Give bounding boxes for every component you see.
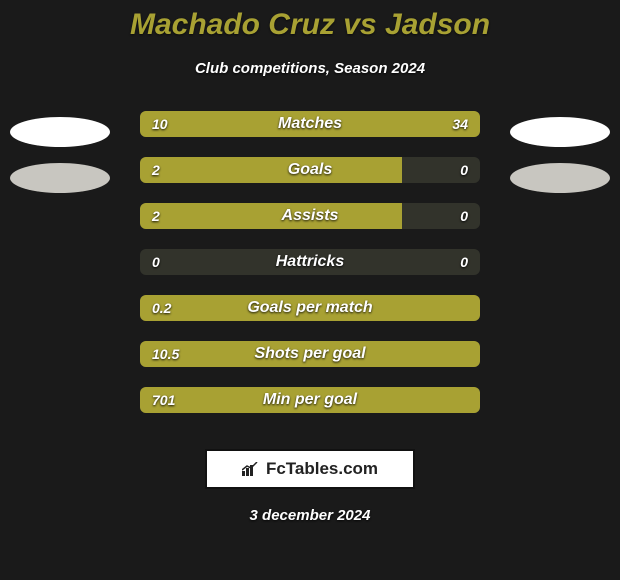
stat-bar-left (140, 203, 402, 229)
stat-row: 10.5Shots per goal (140, 341, 480, 367)
chart-icon (242, 462, 260, 476)
stat-bar-left (140, 157, 402, 183)
page-title: Machado Cruz vs Jadson (0, 0, 620, 42)
stat-bar-left (140, 111, 218, 137)
page-subtitle: Club competitions, Season 2024 (0, 60, 620, 77)
date-label: 3 december 2024 (0, 507, 620, 524)
stat-row: 1034Matches (140, 111, 480, 137)
stat-bar-left (140, 387, 480, 413)
stat-row: 701Min per goal (140, 387, 480, 413)
stat-bar-left (140, 295, 480, 321)
logo-text: FcTables.com (266, 459, 378, 479)
stat-bar-left (140, 341, 480, 367)
stat-row: 0.2Goals per match (140, 295, 480, 321)
stat-row: 20Goals (140, 157, 480, 183)
logo-fctables[interactable]: FcTables.com (205, 449, 415, 489)
stat-bar-bg (140, 249, 480, 275)
stat-row: 20Assists (140, 203, 480, 229)
stat-row: 00Hattricks (140, 249, 480, 275)
player-a-ellipse-2 (10, 163, 110, 193)
player-b-ellipse-1 (510, 117, 610, 147)
stat-bar-right (218, 111, 480, 137)
player-a-ellipse-1 (10, 117, 110, 147)
comparison-bars: 1034Matches 20Goals 20Assists 00Hattricks 0.… (0, 111, 620, 419)
player-b-ellipse-2 (510, 163, 610, 193)
